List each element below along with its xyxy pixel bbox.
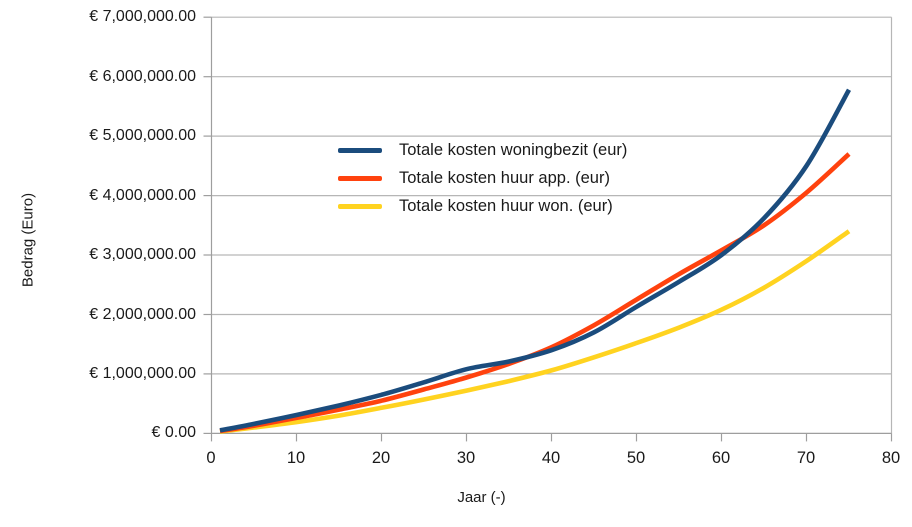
legend-swatch-huur-won: [338, 203, 382, 209]
legend-item-huur-app: Totale kosten huur app. (eur): [338, 166, 610, 190]
y-axis-tick-label: € 5,000,000.00: [89, 127, 196, 144]
legend-label: Totale kosten woningbezit (eur): [399, 141, 628, 159]
y-axis-tick-label: € 6,000,000.00: [89, 68, 196, 85]
x-axis-tick-label: 40: [541, 449, 561, 467]
x-axis-title: Jaar (-): [457, 489, 506, 506]
x-axis-tick-label: 80: [881, 449, 901, 467]
y-axis-tick-label: € 3,000,000.00: [89, 246, 196, 263]
legend-label: Totale kosten huur won. (eur): [399, 197, 613, 215]
legend: Totale kosten woningbezit (eur) Totale k…: [338, 138, 668, 222]
x-axis-tick-label: 20: [371, 449, 391, 467]
y-axis-tick-label: € 1,000,000.00: [89, 365, 196, 382]
legend-item-woningbezit: Totale kosten woningbezit (eur): [338, 138, 627, 162]
legend-swatch-woningbezit: [338, 147, 382, 153]
x-axis-tick-label: 30: [456, 449, 476, 467]
x-axis-tick-label: 50: [626, 449, 646, 467]
legend-label: Totale kosten huur app. (eur): [399, 169, 610, 187]
x-axis-tick-label: 0: [206, 449, 216, 467]
y-axis-tick-label: € 0.00: [151, 424, 196, 441]
y-axis-tick-label: € 4,000,000.00: [89, 187, 196, 204]
series-line-2: [219, 229, 851, 434]
x-axis-tick-label: 70: [796, 449, 816, 467]
y-axis-title: Bedrag (Euro): [19, 192, 37, 288]
legend-item-huur-won: Totale kosten huur won. (eur): [338, 194, 613, 218]
x-axis-tick-label: 60: [711, 449, 731, 467]
y-axis-tick-label: € 7,000,000.00: [89, 8, 196, 25]
y-axis-tick-label: € 2,000,000.00: [89, 306, 196, 323]
x-axis-tick-label: 10: [286, 449, 306, 467]
series-line-0: [219, 88, 852, 433]
legend-swatch-huur-app: [338, 175, 382, 181]
